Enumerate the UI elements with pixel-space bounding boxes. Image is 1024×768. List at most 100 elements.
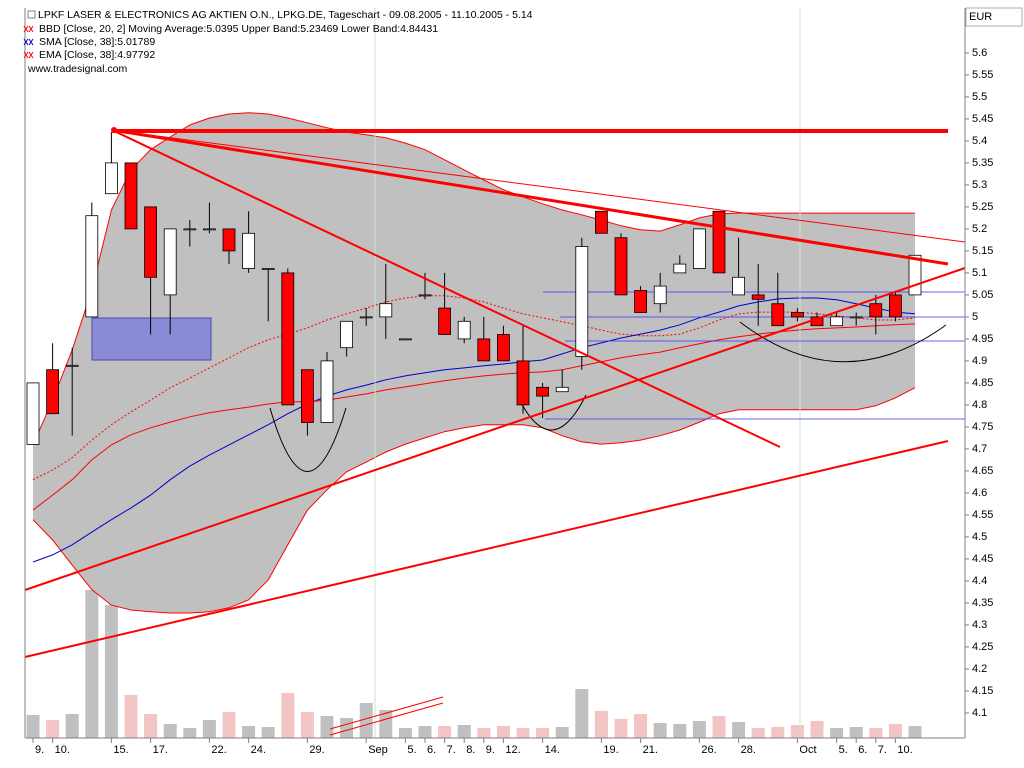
volume-bar bbox=[496, 726, 510, 738]
volume-bar bbox=[26, 715, 40, 738]
candle-body bbox=[183, 228, 197, 231]
volume-bar bbox=[712, 716, 726, 738]
trend-line bbox=[329, 702, 444, 736]
y-tick-label: 4.4 bbox=[972, 575, 987, 587]
volume-bar bbox=[104, 605, 118, 738]
x-tick-label: 9. bbox=[486, 744, 495, 756]
x-tick-label: 6. bbox=[427, 744, 436, 756]
volume-bar bbox=[359, 703, 373, 738]
x-tick-label: Oct bbox=[799, 744, 816, 756]
volume-bar bbox=[46, 720, 60, 738]
trend-line bbox=[24, 267, 966, 591]
volume-bar bbox=[555, 727, 569, 738]
x-tick-label: 12. bbox=[505, 744, 520, 756]
candle-body bbox=[26, 382, 40, 445]
volume-bar bbox=[849, 727, 863, 738]
unit-box bbox=[965, 7, 1023, 27]
candle-body bbox=[575, 246, 589, 357]
volume-bar bbox=[614, 719, 628, 738]
frame bbox=[24, 7, 1023, 739]
icon bbox=[27, 10, 36, 19]
candle-body bbox=[202, 228, 216, 231]
y-tick-label: 5.35 bbox=[972, 157, 993, 169]
legend-entry: BBD [Close, 20, 2] Moving Average:5.0395… bbox=[39, 23, 438, 35]
candle-body bbox=[555, 386, 569, 393]
volume-bar bbox=[594, 711, 608, 738]
y-tick-label: 5.25 bbox=[972, 201, 993, 213]
candle-body bbox=[791, 312, 804, 318]
x-tick-label: 26. bbox=[701, 744, 716, 756]
legend-icon bbox=[28, 25, 34, 33]
candle-body bbox=[65, 364, 79, 367]
volume-bar bbox=[673, 724, 687, 738]
volume-bar bbox=[340, 718, 354, 738]
candle-body bbox=[281, 272, 295, 406]
y-tick-label: 4.15 bbox=[972, 685, 993, 697]
candle-body bbox=[477, 338, 491, 362]
x-tick-label: 6. bbox=[858, 744, 867, 756]
legend-icon bbox=[23, 51, 29, 59]
candle-body bbox=[46, 369, 59, 415]
volume-bar bbox=[418, 726, 432, 738]
volume-bar bbox=[144, 714, 158, 738]
volume-bar bbox=[242, 726, 256, 738]
x-tick-label: 22. bbox=[211, 744, 226, 756]
volume-bar bbox=[281, 693, 295, 738]
candle-body bbox=[242, 232, 256, 269]
candle-body bbox=[830, 316, 843, 327]
anchor-point bbox=[111, 127, 117, 133]
volume-bar bbox=[732, 722, 746, 738]
candle-body bbox=[124, 162, 138, 230]
candle-body bbox=[457, 320, 471, 340]
candle-body bbox=[595, 210, 608, 234]
y-tick-label: 4.6 bbox=[972, 487, 987, 499]
volume-bar bbox=[261, 727, 275, 738]
y-tick-label: 4.5 bbox=[972, 531, 987, 543]
volume-bar bbox=[888, 724, 902, 738]
y-tick-label: 4.9 bbox=[972, 355, 987, 367]
candle-body bbox=[300, 369, 314, 423]
volume-bar bbox=[477, 728, 491, 738]
volume-bar bbox=[222, 712, 236, 738]
candle-layer bbox=[26, 132, 922, 445]
trend-line bbox=[24, 440, 949, 658]
volume-bar bbox=[163, 724, 177, 738]
volume-bar bbox=[85, 590, 99, 738]
volume-bar bbox=[457, 725, 471, 738]
y-tick-label: 5.6 bbox=[972, 47, 987, 59]
volume-bar bbox=[908, 726, 922, 738]
volume-bar bbox=[653, 723, 667, 738]
volume-bar bbox=[183, 728, 197, 738]
candle-body bbox=[653, 285, 667, 305]
lower-band bbox=[32, 387, 916, 614]
candle-body bbox=[771, 303, 785, 327]
arc bbox=[739, 321, 947, 363]
candle-body bbox=[496, 334, 510, 362]
volume-bar bbox=[300, 712, 314, 738]
y-tick-label: 4.85 bbox=[972, 377, 993, 389]
y-tick-label: 5.05 bbox=[972, 289, 993, 301]
candle-body bbox=[418, 294, 432, 297]
y-tick-label: 4.65 bbox=[972, 465, 993, 477]
candle-body bbox=[693, 228, 706, 269]
candle-body bbox=[869, 303, 883, 318]
candle-body bbox=[359, 316, 373, 319]
candle-body bbox=[732, 276, 745, 296]
x-tick-label: 5. bbox=[839, 744, 848, 756]
trend-line bbox=[111, 129, 781, 448]
y-tick-label: 5.3 bbox=[972, 179, 987, 191]
y-tick-label: 5.4 bbox=[972, 135, 987, 147]
candle-body bbox=[536, 386, 549, 397]
candle-body bbox=[908, 254, 922, 296]
candle-body bbox=[849, 316, 863, 319]
x-tick-label: 21. bbox=[643, 744, 658, 756]
arc bbox=[269, 407, 347, 472]
x-tick-label: 14. bbox=[545, 744, 560, 756]
y-tick-label: 5 bbox=[972, 311, 978, 323]
x-tick-label: 10. bbox=[897, 744, 912, 756]
legend-icon bbox=[23, 38, 29, 46]
candle-body bbox=[340, 320, 354, 349]
x-tick-label: 15. bbox=[113, 744, 128, 756]
candle-body bbox=[144, 206, 158, 278]
